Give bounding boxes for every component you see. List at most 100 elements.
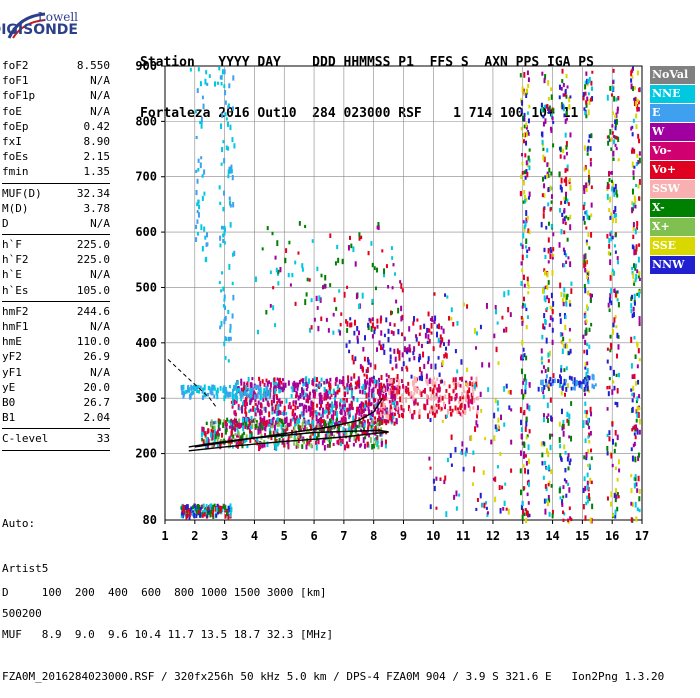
- echo-point: [276, 383, 279, 388]
- echo-point: [270, 425, 273, 429]
- echo-point: [527, 155, 530, 161]
- echo-point: [269, 270, 272, 275]
- echo-point: [266, 419, 269, 426]
- echo-point: [369, 318, 372, 324]
- echo-point: [524, 467, 527, 474]
- echo-point: [319, 422, 322, 427]
- echo-point: [223, 69, 226, 75]
- echo-point: [315, 415, 318, 422]
- echo-point: [315, 410, 318, 417]
- echo-point: [348, 426, 351, 432]
- echo-point: [343, 291, 346, 298]
- echo-point: [278, 437, 281, 443]
- echo-point: [342, 432, 345, 437]
- echo-point: [315, 440, 318, 445]
- echo-point: [521, 244, 524, 249]
- echo-point: [370, 425, 373, 431]
- echo-point: [568, 96, 571, 103]
- echo-point: [503, 500, 506, 507]
- echo-point: [401, 352, 404, 358]
- echo-point: [609, 252, 612, 256]
- echo-point: [215, 506, 218, 511]
- x-tick-label: 11: [456, 529, 470, 543]
- echo-point: [562, 430, 565, 437]
- echo-point: [343, 406, 346, 411]
- echo-point: [585, 71, 588, 76]
- echo-point: [220, 81, 223, 86]
- echo-point: [429, 417, 432, 423]
- echo-point: [587, 276, 590, 282]
- echo-point: [218, 280, 221, 285]
- echo-point: [477, 396, 480, 401]
- echo-point: [254, 417, 257, 422]
- echo-point: [204, 431, 207, 436]
- echo-point: [335, 410, 338, 417]
- echo-point: [354, 413, 357, 420]
- echo-point: [561, 425, 564, 431]
- echo-point: [225, 145, 228, 150]
- echo-point: [544, 378, 547, 383]
- echo-point: [472, 406, 475, 410]
- echo-point: [502, 328, 505, 333]
- echo-point: [548, 105, 551, 111]
- echo-point: [415, 334, 418, 338]
- echo-point: [320, 394, 323, 401]
- echo-point: [257, 384, 260, 390]
- echo-point: [240, 378, 243, 384]
- echo-point: [460, 451, 463, 455]
- echo-point: [547, 384, 550, 389]
- echo-point: [610, 491, 613, 498]
- echo-point: [210, 419, 213, 423]
- echo-point: [428, 378, 431, 384]
- echo-point: [588, 246, 591, 250]
- echo-point: [585, 114, 588, 119]
- echo-point: [377, 225, 380, 231]
- echo-point: [523, 409, 526, 416]
- echo-point: [638, 243, 641, 247]
- echo-point: [566, 383, 569, 389]
- echo-point: [497, 417, 500, 423]
- echo-point: [638, 138, 641, 144]
- echo-point: [494, 398, 497, 404]
- echo-point: [540, 356, 543, 360]
- param-value: N/A: [90, 320, 110, 333]
- param-value: N/A: [90, 74, 110, 88]
- echo-point: [433, 485, 436, 492]
- param-row: h`Es 105.0: [2, 283, 110, 298]
- echo-point: [381, 419, 384, 425]
- echo-point: [526, 403, 529, 410]
- echo-point: [632, 374, 635, 379]
- echo-point: [550, 200, 553, 204]
- echo-point: [634, 456, 637, 463]
- echo-point: [348, 235, 351, 240]
- echo-point: [521, 153, 524, 157]
- echo-point: [393, 404, 396, 409]
- echo-point: [527, 482, 530, 488]
- echo-point: [524, 175, 527, 180]
- echo-point: [560, 177, 563, 184]
- echo-point: [631, 502, 634, 507]
- echo-point: [340, 438, 343, 444]
- echo-point: [266, 386, 269, 391]
- echo-point: [321, 412, 324, 418]
- param-row: h`F 225.0: [2, 237, 110, 252]
- echo-point: [562, 344, 565, 349]
- echo-point: [552, 247, 555, 252]
- echo-point: [185, 514, 188, 520]
- echo-point: [606, 445, 609, 451]
- echo-point: [443, 404, 446, 410]
- echo-point: [234, 423, 237, 428]
- echo-point: [542, 417, 545, 423]
- echo-point: [318, 406, 321, 411]
- echo-point: [341, 258, 344, 265]
- echo-point: [456, 369, 459, 374]
- echo-point: [633, 336, 636, 340]
- echo-point: [616, 353, 619, 359]
- echo-point: [277, 398, 280, 402]
- echo-point: [236, 444, 239, 449]
- echo-point: [281, 419, 284, 424]
- echo-point: [367, 419, 370, 424]
- param-value: 26.9: [83, 350, 111, 364]
- param-key: D: [2, 216, 9, 230]
- echo-point: [235, 385, 238, 391]
